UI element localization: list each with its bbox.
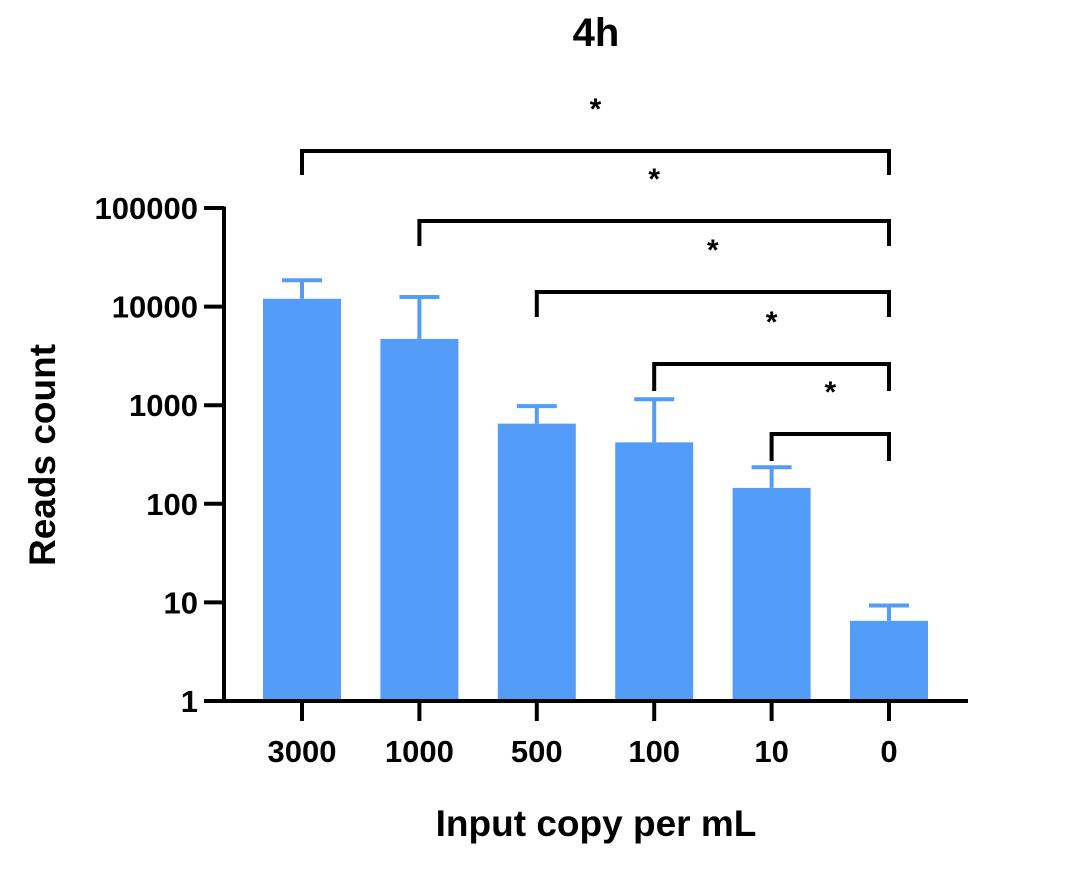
bar [850,620,928,701]
significance-bracket [417,219,891,246]
significance-label: * [648,163,660,196]
significance-label: * [824,376,836,409]
bar [732,487,811,701]
y-axis-ticks: 1 10 100 1000 10000 100000 [95,191,224,719]
significance-bracket [534,290,891,317]
x-tick-label: 500 [511,734,563,769]
bar [263,298,341,701]
significance-label: * [766,306,778,339]
significance-label: * [590,93,602,126]
bars [263,278,928,701]
significance-brackets: * * * * * [300,93,891,461]
y-tick-label: 1000 [129,388,198,423]
x-tick-label: 0 [880,734,897,769]
significance-bracket [769,432,891,461]
x-tick-label: 3000 [268,734,337,769]
y-tick-label: 100 [146,487,198,522]
axes [222,206,968,703]
x-axis-ticks: 3000 1000 500 100 10 0 [268,701,898,769]
x-tick-label: 100 [628,734,680,769]
x-tick-label: 10 [754,734,788,769]
bar [380,338,459,701]
y-tick-label: 1 [181,684,198,719]
y-axis-label: Reads count [22,344,63,566]
x-tick-label: 1000 [385,734,454,769]
chart-title: 4h [573,11,620,55]
x-axis-label: Input copy per mL [436,803,757,844]
y-tick-label: 10 [164,585,198,620]
bar [615,442,694,701]
y-tick-label: 10000 [112,290,198,325]
significance-label: * [707,234,719,267]
y-tick-label: 100000 [95,191,198,226]
significance-bracket [652,362,891,391]
bar [497,423,576,701]
significance-bracket [300,149,891,175]
